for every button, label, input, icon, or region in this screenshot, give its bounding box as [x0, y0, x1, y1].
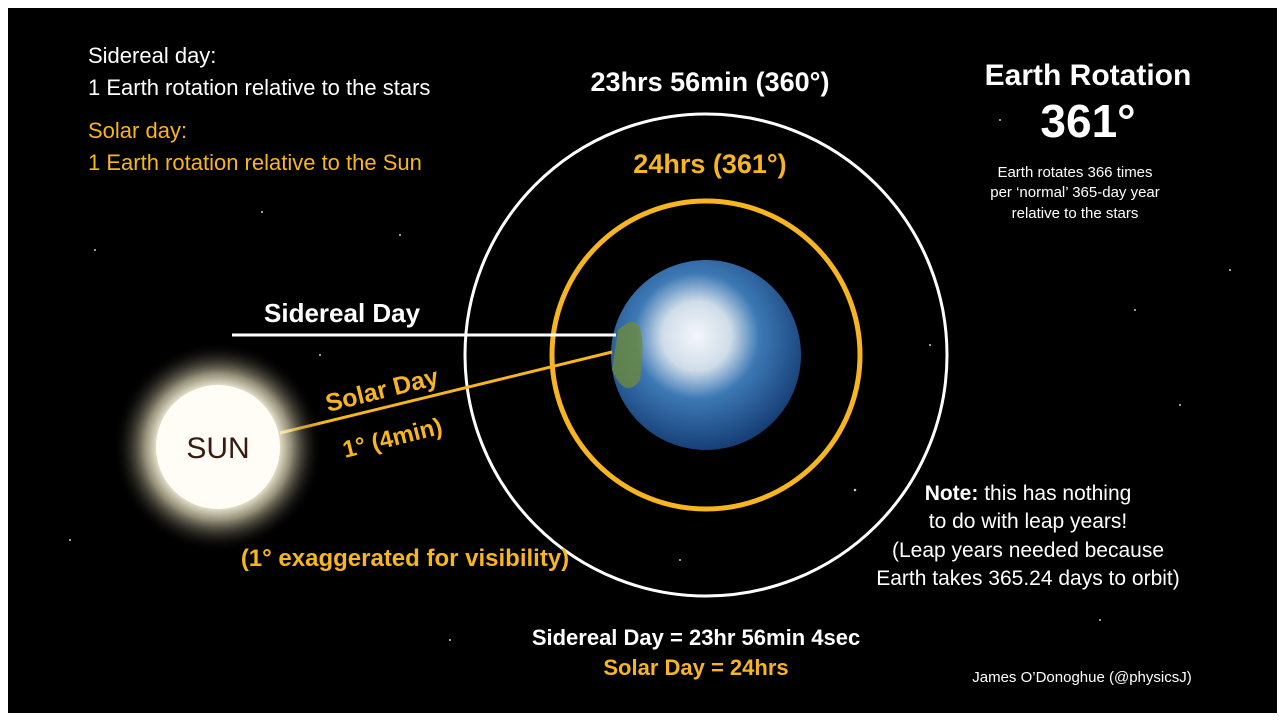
note-bold: Note:: [925, 482, 979, 505]
legend-text: 1 Earth rotation relative to the stars: [88, 75, 430, 100]
summary-line: Sidereal Day = 23hr 56min 4sec: [532, 625, 860, 650]
orbit-label: 23hrs 56min (360°): [591, 67, 830, 97]
diagram: SUN Sidereal day: 1 Earth rotation relat…: [0, 0, 1285, 721]
rotation-text: Earth rotates 366 times: [997, 164, 1152, 181]
exaggeration-note: (1° exaggerated for visibility): [241, 545, 569, 572]
note-text: this has nothing: [978, 482, 1131, 505]
legend-title: Sidereal day:: [88, 43, 216, 68]
sun-label: SUN: [186, 432, 249, 465]
legend-text: 1 Earth rotation relative to the Sun: [88, 150, 422, 175]
legend-title: Solar day:: [88, 118, 187, 143]
rotation-text: per ‘normal’ 365-day year: [990, 184, 1160, 201]
orbit-label: 24hrs (361°): [633, 149, 786, 179]
rotation-title: Earth Rotation: [985, 59, 1192, 92]
credit: James O’Donoghue (@physicsJ): [972, 669, 1191, 686]
rotation-text: relative to the stars: [1012, 205, 1139, 222]
sidereal-line-label: Sidereal Day: [264, 298, 421, 328]
note-line: (Leap years needed because: [892, 539, 1164, 562]
summary-line: Solar Day = 24hrs: [603, 655, 788, 680]
note-line: to do with leap years!: [929, 510, 1127, 533]
note-line: Earth takes 365.24 days to orbit): [876, 567, 1180, 590]
note-line: Note: this has nothing: [925, 482, 1132, 505]
rotation-degrees: 361°: [1040, 95, 1135, 147]
